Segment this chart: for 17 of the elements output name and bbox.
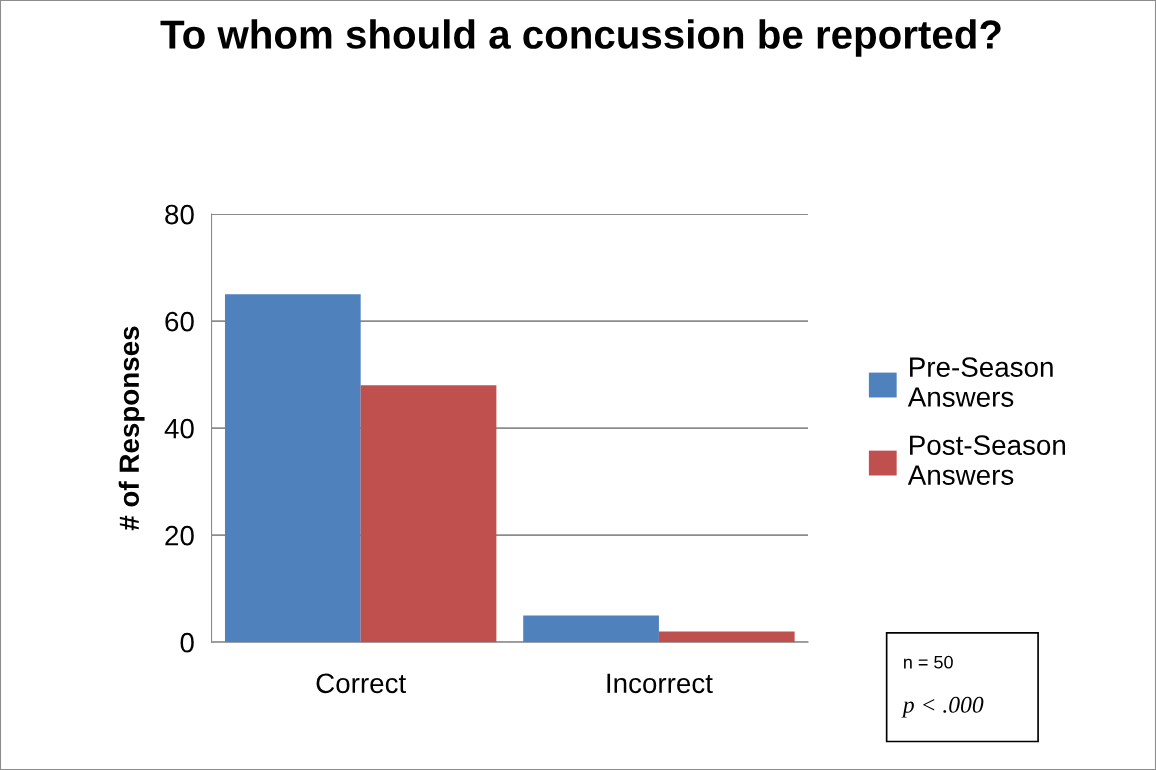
y-axis-title: # of Responses <box>118 326 145 531</box>
y-tick-label: 20 <box>165 525 194 546</box>
bar <box>224 294 361 643</box>
x-tick-label: Incorrect <box>607 673 713 694</box>
y-tick-label: 60 <box>165 311 194 332</box>
bar <box>658 631 795 643</box>
y-tick-label: 0 <box>180 632 194 653</box>
chart-title: To whom should a concussion be reported? <box>160 19 1001 57</box>
text: n = 50 <box>904 655 953 669</box>
y-tick-label: 40 <box>164 418 194 439</box>
text: p < .000 <box>901 696 984 718</box>
x-tick-label: Correct <box>316 673 406 694</box>
legend-label: Post-Season Answers <box>907 435 1066 485</box>
legend-label: Pre-Season Answers <box>907 357 1053 407</box>
bar <box>360 385 497 643</box>
bar <box>523 615 659 643</box>
y-tick-label: 80 <box>165 204 194 225</box>
